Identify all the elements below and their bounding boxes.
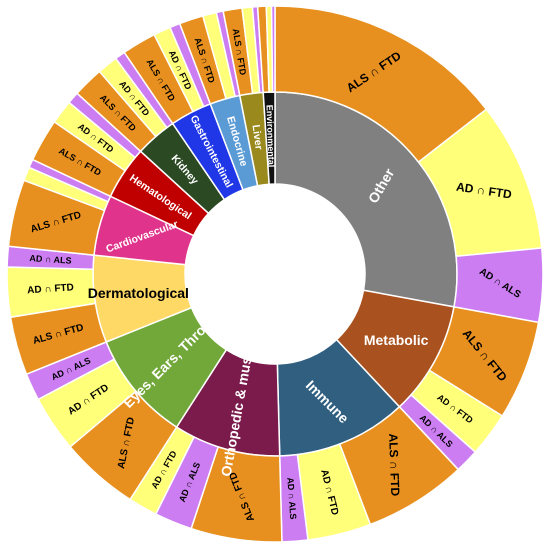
inner-label-metabolic: Metabolic [364, 332, 429, 348]
outer-ring [6, 5, 544, 543]
outer-label-immune-ad-als: AD ∩ ALS [285, 477, 298, 520]
outer-label-dermatological-ad-ftd: AD ∩ FTD [27, 282, 74, 296]
outer-label-dermatological-ad-als: AD ∩ ALS [29, 253, 72, 266]
inner-label-liver: Liver [250, 124, 265, 150]
outer-label-immune-als-ftd: ALS ∩ FTD [386, 433, 402, 496]
inner-label-environmental: Environmental [265, 105, 277, 168]
inner-label-dermatological: Dermatological [88, 285, 189, 301]
outer-segment-environmental-ad-als [270, 5, 276, 93]
